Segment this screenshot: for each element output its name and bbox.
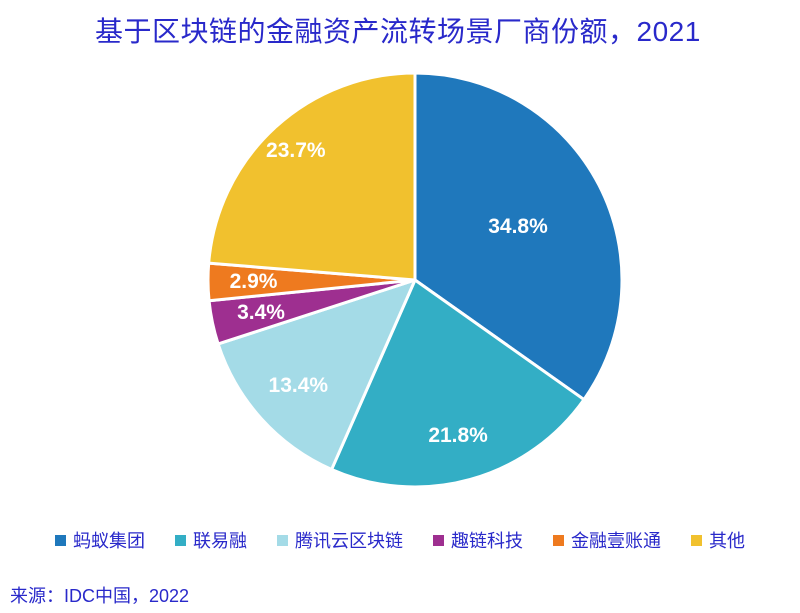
legend-swatch bbox=[433, 534, 444, 546]
pie-slice-label: 13.4% bbox=[269, 374, 329, 397]
pie-slice[interactable] bbox=[216, 278, 417, 471]
legend-swatch bbox=[277, 534, 288, 546]
legend-item[interactable]: 联易融 bbox=[175, 527, 247, 553]
legend-swatch bbox=[691, 534, 702, 546]
legend-swatch bbox=[175, 534, 186, 546]
legend-swatch bbox=[553, 534, 564, 546]
legend-swatch bbox=[55, 534, 66, 546]
pie-slice-label: 2.9% bbox=[230, 270, 278, 293]
pie-slice-label: 23.7% bbox=[266, 139, 326, 162]
legend-label: 其他 bbox=[709, 531, 745, 551]
legend-label: 趣链科技 bbox=[451, 531, 523, 551]
legend-item[interactable]: 蚂蚁集团 bbox=[55, 527, 145, 553]
legend-label: 腾讯云区块链 bbox=[295, 531, 403, 551]
legend-item[interactable]: 其他 bbox=[691, 527, 745, 553]
legend-item[interactable]: 腾讯云区块链 bbox=[277, 527, 403, 553]
pie-slice[interactable] bbox=[330, 278, 586, 489]
source-note: 来源：IDC中国，2022 bbox=[10, 586, 190, 606]
legend-label: 联易融 bbox=[193, 531, 247, 551]
legend-label: 蚂蚁集团 bbox=[73, 531, 145, 551]
pie-slice-label: 34.8% bbox=[488, 215, 548, 238]
pie-slice-label: 3.4% bbox=[237, 301, 285, 324]
chart-legend: 蚂蚁集团 联易融 腾讯云区块链 趣链科技 金融壹账通 其他 bbox=[0, 527, 800, 553]
pie-slice-label: 21.8% bbox=[428, 424, 488, 447]
pie-chart: 34.8% 21.8% 13.4% 3.4% 2.9% 23.7% bbox=[206, 71, 624, 489]
legend-label: 金融壹账通 bbox=[571, 531, 661, 551]
chart-title: 基于区块链的金融资产流转场景厂商份额，2021 bbox=[95, 16, 701, 47]
legend-item[interactable]: 金融壹账通 bbox=[553, 527, 661, 553]
pie-slice[interactable] bbox=[207, 71, 417, 282]
legend-item[interactable]: 趣链科技 bbox=[433, 527, 523, 553]
pie-slice[interactable] bbox=[413, 71, 624, 402]
